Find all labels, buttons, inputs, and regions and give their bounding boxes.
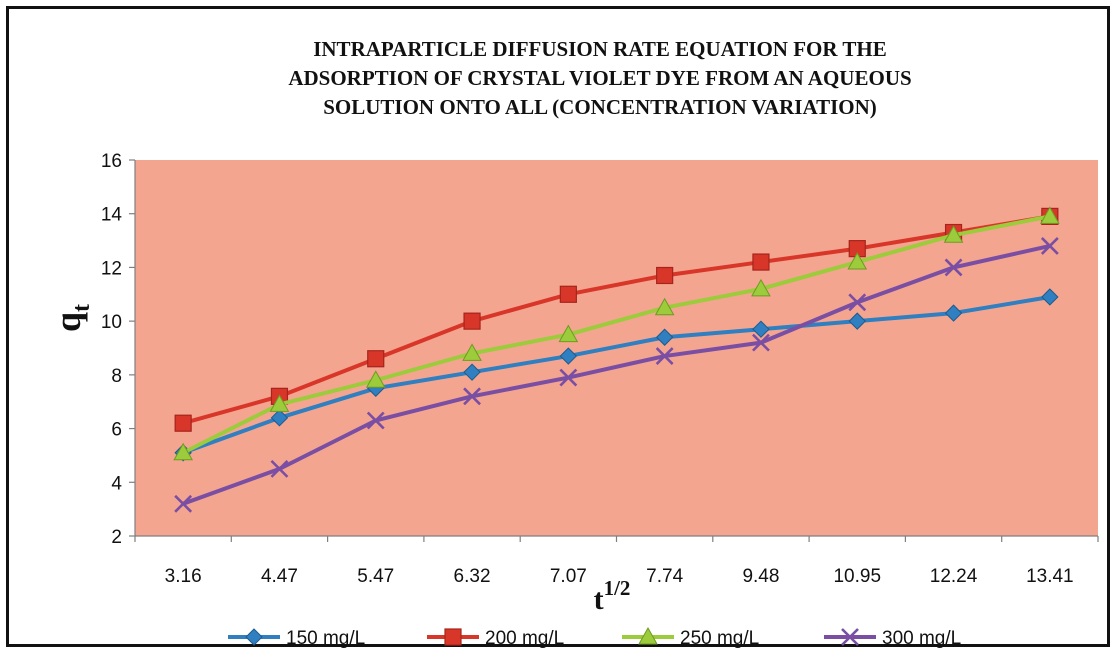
x-tick-label: 10.95: [833, 566, 881, 587]
marker-stroke: [1040, 237, 1059, 255]
data-point: [655, 347, 674, 365]
data-point: [848, 293, 867, 312]
legend-marker: [245, 628, 263, 646]
marker-stroke: [559, 368, 578, 387]
data-point: [367, 350, 385, 368]
data-point: [270, 459, 289, 478]
data-point: [174, 494, 193, 513]
data-point: [944, 258, 963, 277]
legend-label: 200 mg/L: [485, 628, 564, 649]
y-tick-label: 10: [101, 312, 122, 333]
data-point: [463, 363, 481, 381]
data-point: [848, 312, 866, 330]
x-tick-label: 6.32: [454, 566, 491, 587]
legend-marker: [444, 628, 462, 646]
y-tick-label: 2: [111, 527, 122, 548]
x-tick-label: 9.48: [742, 566, 779, 587]
y-tick-label: 12: [101, 258, 122, 279]
series-250-mg-l: [173, 206, 1060, 461]
data-point: [752, 333, 770, 352]
data-point: [943, 225, 964, 243]
data-point: [752, 320, 770, 338]
data-point: [847, 252, 868, 270]
x-tick-label: 3.16: [165, 566, 202, 587]
data-point: [751, 278, 771, 297]
data-point: [1041, 288, 1059, 306]
chart-title-line: ADSORPTION OF CRYSTAL VIOLET DYE FROM AN…: [288, 66, 911, 90]
legend: 150 mg/L 200 mg/L 250 mg/L 300 mg/L: [228, 626, 961, 649]
data-point: [1040, 237, 1059, 255]
marker-stroke: [944, 258, 963, 277]
data-point: [559, 347, 578, 365]
data-point: [752, 253, 770, 271]
legend-item: 250 mg/L: [622, 626, 759, 649]
data-point: [365, 370, 386, 388]
marker-stroke: [270, 459, 289, 478]
y-tick-label: 6: [111, 420, 122, 441]
x-tick-label: 7.74: [646, 566, 683, 587]
marker-stroke: [841, 628, 859, 646]
x-tick-label: 7.07: [550, 566, 587, 587]
series-line: [182, 214, 1051, 426]
x-tick-label: 12.24: [930, 566, 978, 587]
x-tick-label: 13.41: [1026, 566, 1074, 587]
chart-title-line: SOLUTION ONTO ALL (CONCENTRATION VARIATI…: [323, 95, 877, 119]
marker-stroke: [366, 411, 385, 430]
legend-item: 150 mg/L: [228, 628, 365, 649]
axis-labels: t1/2 qt: [48, 304, 630, 616]
data-point: [463, 387, 481, 406]
legend-label: 150 mg/L: [286, 628, 365, 649]
data-point: [655, 328, 674, 346]
series-300-mg-l: [174, 237, 1059, 513]
data-point: [944, 304, 963, 322]
legend-item: 300 mg/L: [824, 628, 961, 649]
data-point: [463, 312, 481, 330]
legend-label: 300 mg/L: [882, 628, 961, 649]
series-line: [182, 243, 1051, 506]
series-group: [173, 206, 1060, 513]
data-point: [559, 368, 578, 387]
data-point: [654, 297, 675, 316]
data-point: [269, 394, 290, 412]
x-axis-label: t1/2: [594, 576, 631, 616]
data-point: [462, 343, 482, 361]
y-axis-label: qt: [48, 304, 95, 332]
x-tick-label: 4.47: [261, 566, 298, 587]
data-point: [270, 409, 289, 427]
data-point: [173, 442, 194, 461]
series-line: [182, 214, 1051, 455]
data-point: [656, 266, 674, 285]
y-axis-ticks: 2 4 6 8 10 12 14 16: [101, 151, 135, 548]
marker-stroke: [752, 333, 770, 352]
y-tick-label: 16: [101, 151, 122, 172]
data-point: [558, 324, 579, 343]
legend-marker: [841, 628, 859, 646]
y-tick-label: 14: [101, 205, 123, 226]
marker-stroke: [655, 347, 674, 365]
data-point: [559, 285, 577, 303]
data-point: [1039, 206, 1060, 224]
data-point: [174, 414, 192, 432]
series-line: [182, 294, 1051, 455]
y-tick-label: 4: [111, 473, 122, 494]
marker-stroke: [463, 387, 481, 406]
legend-marker: [638, 626, 658, 645]
y-tick-label: 8: [111, 366, 122, 387]
chart-title: INTRAPARTICLE DIFFUSION RATE EQUATION FO…: [288, 37, 911, 119]
chart-title-line: INTRAPARTICLE DIFFUSION RATE EQUATION FO…: [313, 37, 887, 61]
marker-stroke: [174, 494, 193, 513]
x-tick-label: 5.47: [357, 566, 394, 587]
legend-item: 200 mg/L: [427, 628, 564, 649]
marker-stroke: [848, 293, 867, 312]
data-point: [366, 411, 385, 430]
x-axis-ticks: 3.16 4.47 5.47 6.32 7.07 7.74 9.48 10.95 12.24 13…: [134, 536, 1099, 587]
legend-label: 250 mg/L: [680, 628, 759, 649]
